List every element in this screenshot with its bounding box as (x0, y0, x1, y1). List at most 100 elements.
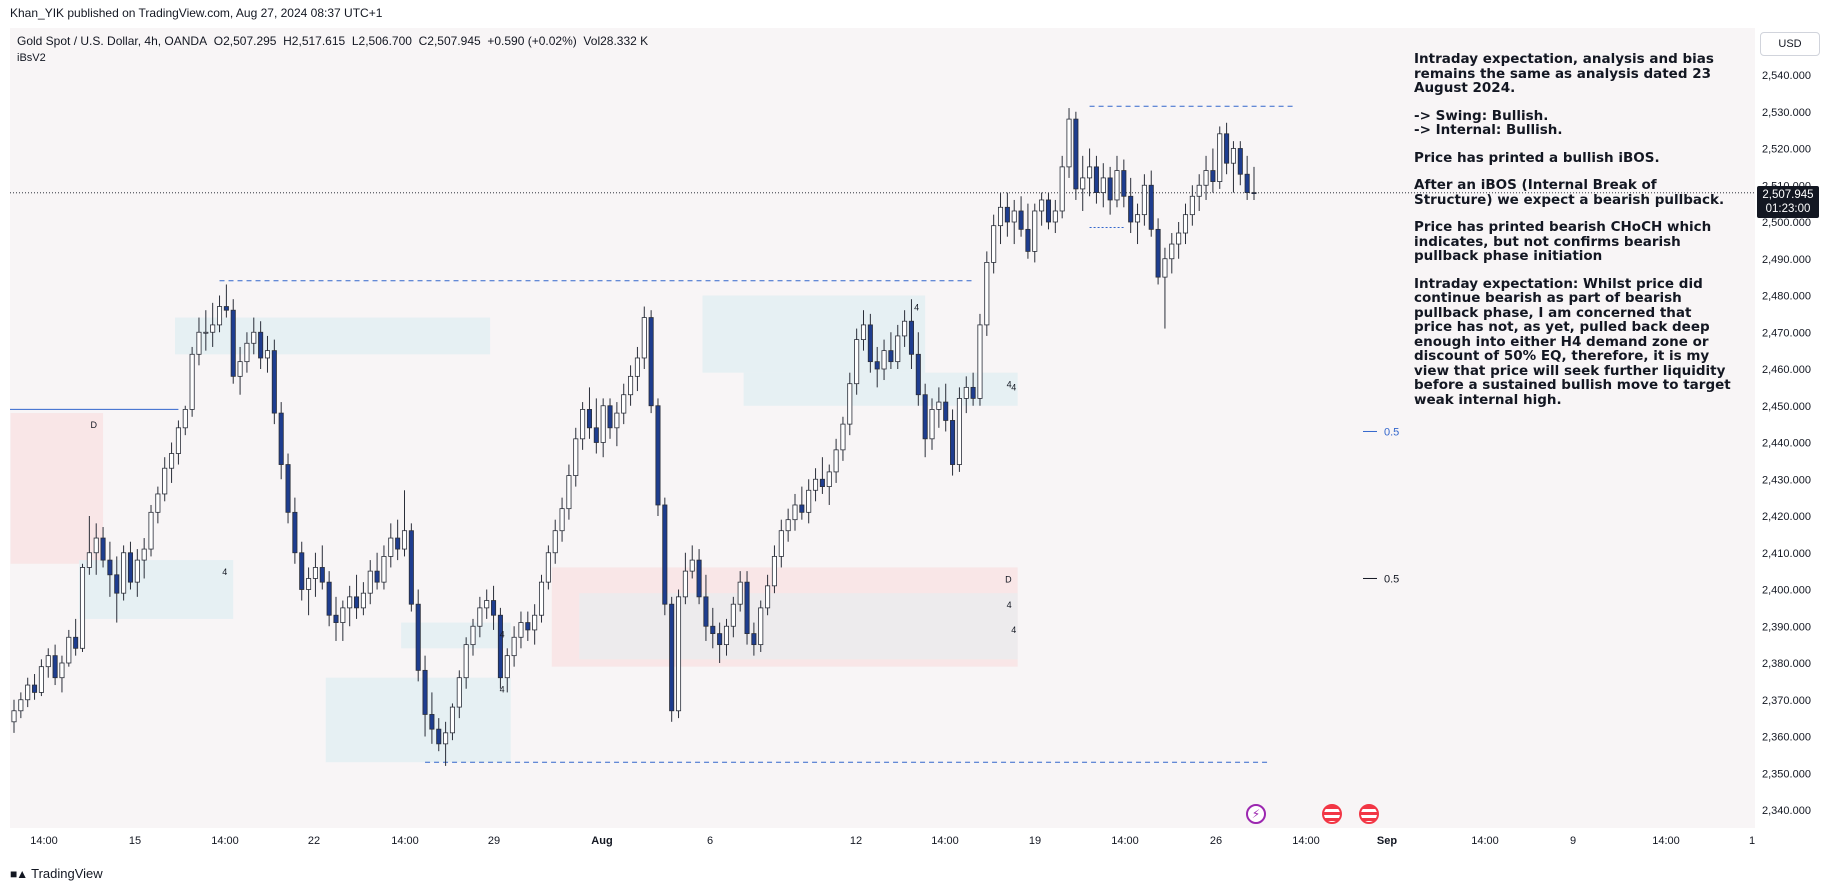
candle[interactable] (148, 504, 154, 557)
candle[interactable] (1141, 174, 1147, 226)
candle[interactable] (395, 519, 401, 561)
candle[interactable] (292, 497, 298, 564)
candle[interactable] (162, 457, 168, 502)
candle[interactable] (196, 317, 202, 366)
candle[interactable] (1066, 108, 1072, 178)
candle[interactable] (175, 420, 181, 465)
candle[interactable] (950, 409, 956, 476)
candle[interactable] (258, 321, 264, 369)
candle[interactable] (326, 571, 332, 627)
candle[interactable] (306, 567, 312, 616)
candle[interactable] (1107, 166, 1113, 215)
candle[interactable] (813, 468, 819, 502)
candle[interactable] (566, 464, 572, 520)
candle[interactable] (45, 648, 51, 678)
candle[interactable] (689, 545, 695, 579)
candle[interactable] (408, 523, 414, 612)
candle[interactable] (79, 563, 86, 652)
candle[interactable] (607, 398, 613, 439)
candle[interactable] (237, 346, 243, 395)
candle[interactable] (737, 571, 743, 612)
candle[interactable] (586, 387, 592, 439)
candle[interactable] (1011, 199, 1017, 245)
candle[interactable] (984, 251, 990, 336)
candle[interactable] (401, 490, 408, 557)
candle[interactable] (799, 486, 805, 520)
candle[interactable] (744, 571, 750, 645)
candle[interactable] (32, 674, 38, 700)
candle[interactable] (874, 346, 880, 388)
candle[interactable] (1244, 155, 1250, 200)
candle[interactable] (491, 585, 497, 630)
candle[interactable] (943, 383, 949, 432)
candle[interactable] (1251, 166, 1257, 200)
candle[interactable] (970, 372, 976, 406)
candle[interactable] (86, 516, 92, 575)
candle[interactable] (127, 541, 133, 590)
candle[interactable] (1128, 177, 1134, 234)
candle[interactable] (360, 582, 366, 616)
candle[interactable] (278, 402, 284, 480)
candle[interactable] (449, 703, 455, 741)
candle[interactable] (422, 655, 428, 737)
candle[interactable] (621, 383, 627, 425)
candle[interactable] (497, 607, 503, 689)
candle[interactable] (895, 324, 901, 369)
candle[interactable] (854, 328, 860, 395)
candle[interactable] (121, 545, 127, 601)
candle[interactable] (1018, 196, 1024, 237)
candle[interactable] (230, 299, 236, 384)
candle[interactable] (456, 670, 462, 719)
candle[interactable] (93, 523, 99, 575)
candle[interactable] (860, 310, 867, 351)
candle[interactable] (11, 699, 17, 733)
candle[interactable] (997, 192, 1004, 245)
candle[interactable] (682, 552, 688, 605)
lightning-event-icon[interactable]: ⚡ (1246, 804, 1266, 824)
candle[interactable] (758, 600, 764, 652)
candle[interactable] (696, 549, 702, 605)
candle[interactable] (710, 607, 716, 649)
candle[interactable] (888, 332, 894, 369)
candle[interactable] (1224, 122, 1230, 175)
candle[interactable] (662, 497, 668, 616)
candle[interactable] (470, 618, 476, 656)
candle[interactable] (1189, 185, 1195, 226)
candle[interactable] (443, 721, 449, 766)
candle[interactable] (908, 299, 914, 369)
candle[interactable] (100, 527, 106, 568)
candle[interactable] (134, 549, 140, 597)
candle[interactable] (785, 508, 791, 542)
candle[interactable] (436, 718, 442, 752)
candle[interactable] (25, 677, 31, 708)
candle[interactable] (1039, 192, 1045, 226)
candle[interactable] (614, 402, 620, 447)
candle[interactable] (867, 313, 873, 373)
symbol-legend[interactable]: Gold Spot / U.S. Dollar, 4h, OANDA O2,50… (17, 34, 648, 48)
candle[interactable] (963, 376, 969, 414)
candle[interactable] (593, 398, 599, 454)
candle[interactable] (819, 457, 825, 494)
candle[interactable] (881, 339, 887, 381)
candle[interactable] (1155, 218, 1161, 285)
candle[interactable] (723, 618, 730, 656)
candle[interactable] (354, 574, 360, 619)
candle[interactable] (312, 552, 318, 597)
candle[interactable] (52, 644, 58, 686)
candle[interactable] (1237, 141, 1243, 186)
candle[interactable] (415, 589, 421, 682)
symbol-name[interactable]: Gold Spot / U.S. Dollar, 4h, OANDA (17, 34, 208, 48)
candle[interactable] (956, 387, 962, 472)
candle[interactable] (217, 295, 223, 333)
candle[interactable] (374, 552, 380, 590)
candle[interactable] (833, 438, 839, 483)
candle[interactable] (532, 604, 538, 645)
candle[interactable] (18, 692, 24, 719)
candle[interactable] (936, 387, 942, 428)
candle[interactable] (559, 497, 565, 542)
candle[interactable] (1162, 247, 1168, 329)
candle[interactable] (552, 519, 558, 564)
candle[interactable] (511, 626, 517, 667)
candle[interactable] (1148, 170, 1154, 237)
candle[interactable] (203, 310, 209, 351)
